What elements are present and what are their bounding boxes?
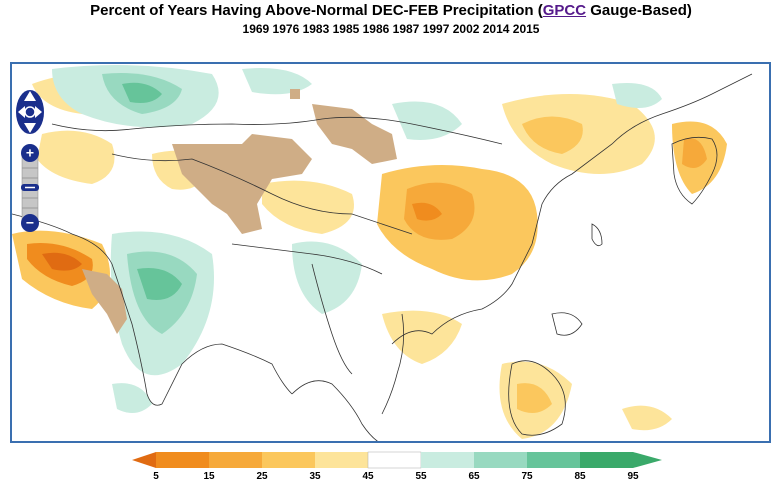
years-subtitle: 1969 1976 1983 1985 1986 1987 1997 2002 … <box>242 22 540 36</box>
precipitation-map[interactable] <box>10 62 771 443</box>
gpcc-link[interactable]: GPCC <box>542 2 587 19</box>
legend-tick: 5 <box>153 471 159 482</box>
country-borders <box>12 73 753 441</box>
legend-tick: 55 <box>415 471 427 482</box>
legend-tick: 15 <box>203 471 215 482</box>
zoom-out-button <box>21 214 39 232</box>
pan-right-icon <box>35 106 42 118</box>
legend-tick: 25 <box>256 471 268 482</box>
legend-tick: 75 <box>521 471 533 482</box>
zoom-in-button <box>21 144 39 162</box>
map-title: Percent of Years Having Above-Normal DEC… <box>90 2 692 19</box>
zoom-control[interactable]: + − <box>19 143 41 233</box>
pan-control[interactable] <box>13 87 47 137</box>
legend-tick: 35 <box>309 471 321 482</box>
pan-down-icon <box>24 123 36 133</box>
pan-up-icon <box>24 91 36 101</box>
map-canvas <box>12 65 753 441</box>
above-normal-regions <box>52 65 662 413</box>
below-normal-regions <box>12 75 727 439</box>
missing-data-regions <box>82 89 397 334</box>
legend-tick: 65 <box>468 471 480 482</box>
color-legend: 5 15 25 35 45 55 65 75 85 95 <box>132 451 662 482</box>
legend-tick: 45 <box>362 471 374 482</box>
svg-text:+: + <box>26 145 34 161</box>
svg-text:−: − <box>26 215 34 231</box>
pan-left-icon <box>18 106 25 118</box>
legend-bar <box>132 451 662 469</box>
legend-tick: 95 <box>627 471 639 482</box>
legend-tick: 85 <box>574 471 586 482</box>
